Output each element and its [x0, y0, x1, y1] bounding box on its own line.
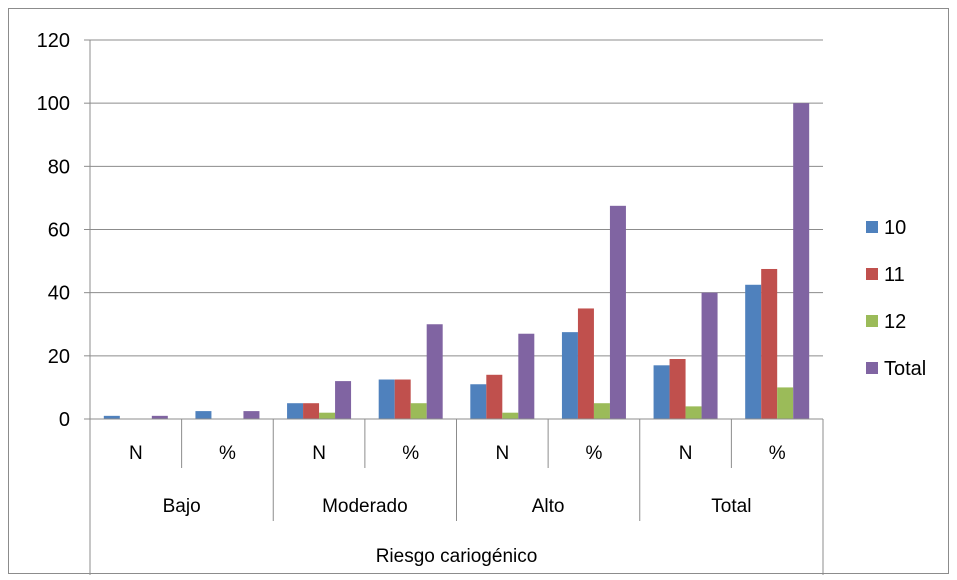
- bar-series-10-2: [287, 403, 304, 419]
- bar-series-12-7: [777, 387, 794, 419]
- legend-swatch-10: [866, 221, 878, 233]
- y-tick-label: 80: [48, 156, 70, 178]
- bar-series-10-5: [561, 332, 578, 419]
- bars: [103, 103, 810, 420]
- y-tick-label: 20: [48, 346, 70, 368]
- legend-swatch-11: [866, 268, 878, 280]
- x-category-label: N: [495, 443, 509, 464]
- bar-series-11-4: [486, 374, 503, 419]
- bar-series-10-7: [745, 284, 762, 419]
- bar-series-10-6: [653, 365, 670, 419]
- bar-series-Total-6: [701, 292, 718, 419]
- x-group-label: Total: [711, 496, 751, 517]
- legend-label-11: 11: [884, 264, 905, 286]
- chart-frame: [8, 8, 949, 574]
- bar-series-10-0: [103, 415, 120, 419]
- bar-series-10-4: [470, 384, 487, 419]
- bar-series-Total-7: [793, 103, 810, 420]
- x-category-label: N: [129, 443, 143, 464]
- axes: [89, 40, 824, 575]
- bar-series-10-3: [378, 379, 395, 419]
- bar-series-Total-5: [609, 205, 626, 419]
- bar-series-Total-0: [151, 415, 168, 419]
- bar-series-12-6: [685, 406, 702, 419]
- y-tick-label: 60: [48, 220, 70, 242]
- legend-swatch-Total: [866, 362, 878, 374]
- x-axis-category-labels: N% N% N% N%: [129, 443, 786, 464]
- legend-label-12: 12: [884, 311, 906, 333]
- y-tick-label: 100: [37, 93, 70, 115]
- gridlines: [84, 39, 823, 420]
- bar-series-11-7: [761, 268, 778, 419]
- bar-series-12-4: [502, 412, 519, 419]
- bar-series-12-2: [319, 412, 336, 419]
- bar-series-Total-1: [243, 411, 260, 419]
- x-group-label: Moderado: [322, 496, 408, 517]
- bar-series-11-2: [303, 403, 320, 419]
- bar-series-Total-3: [426, 324, 443, 419]
- bar-series-12-3: [410, 403, 427, 419]
- bar-series-12-5: [593, 403, 610, 419]
- x-axis-group-labels: Bajo Moderado Alto Total: [163, 496, 752, 517]
- bar-series-11-6: [669, 358, 686, 419]
- y-tick-label: 40: [48, 283, 70, 305]
- bar-series-11-3: [394, 379, 411, 419]
- bar-series-11-5: [577, 308, 594, 419]
- x-group-label: Bajo: [163, 496, 201, 517]
- bar-series-Total-4: [518, 333, 535, 419]
- x-category-label: %: [219, 443, 236, 464]
- x-axis-title: Riesgo cariogénico: [376, 546, 538, 567]
- bar-series-10-1: [195, 411, 212, 419]
- legend-label-Total: Total: [884, 358, 926, 380]
- legend-label-10: 10: [884, 217, 906, 239]
- x-category-label: N: [312, 443, 326, 464]
- y-tick-label: 0: [59, 409, 70, 431]
- legend-swatch-12: [866, 315, 878, 327]
- x-category-label: N: [679, 443, 693, 464]
- y-axis-tick-labels: 0 20 40 60 80 100 120: [37, 30, 70, 431]
- x-category-label: %: [402, 443, 419, 464]
- x-category-label: %: [585, 443, 602, 464]
- x-category-label: %: [769, 443, 786, 464]
- x-group-label: Alto: [532, 496, 565, 517]
- bar-series-Total-2: [335, 381, 352, 419]
- y-tick-label: 120: [37, 30, 70, 52]
- legend: 10 11 12 Total: [866, 217, 926, 380]
